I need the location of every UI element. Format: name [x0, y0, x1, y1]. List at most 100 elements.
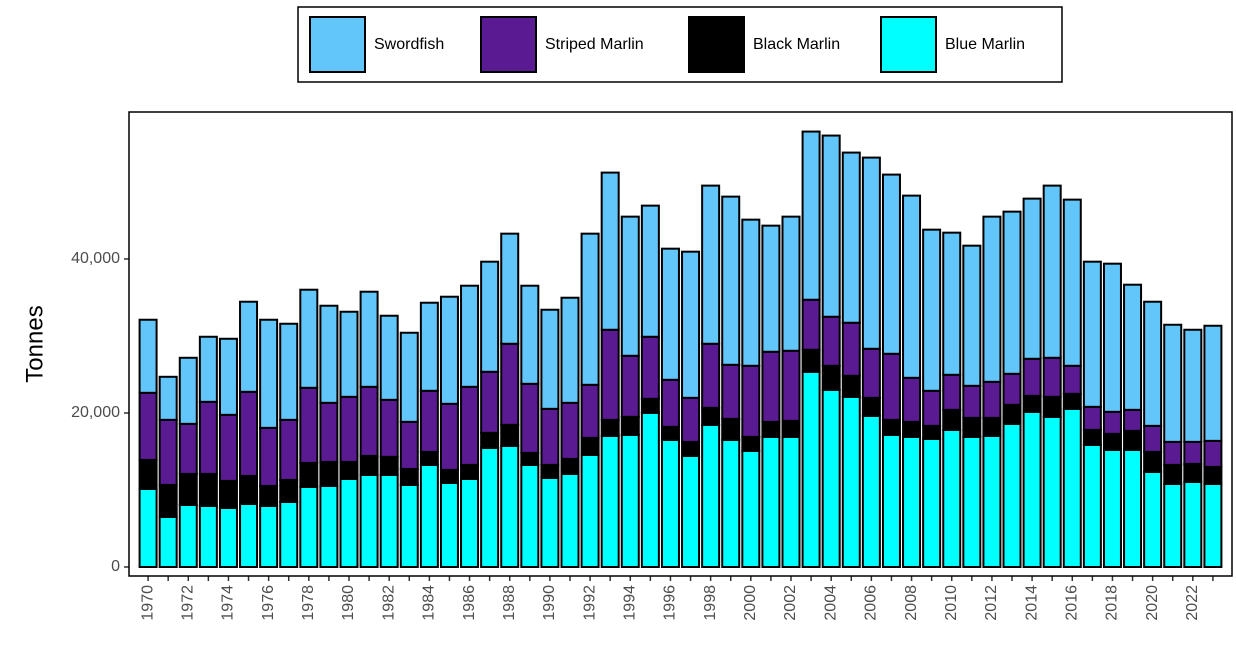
legend-swatch	[688, 16, 745, 73]
bar-segment	[741, 218, 761, 367]
legend-label: Striped Marlin	[545, 36, 644, 53]
x-tick-label: 2002	[782, 585, 799, 621]
legend-label: Black Marlin	[753, 36, 840, 53]
bar-segment	[1022, 197, 1042, 360]
bar-segment	[540, 308, 560, 410]
bar-segment	[500, 232, 520, 345]
bar-segment	[640, 411, 660, 568]
bar-segment	[480, 260, 500, 373]
bar-segment	[841, 395, 861, 568]
bar-segment	[1183, 462, 1203, 483]
bar-segment	[359, 385, 379, 457]
bar-segment	[198, 335, 218, 403]
bar-segment	[640, 335, 660, 400]
bar-segment	[439, 402, 459, 471]
bar-segment	[1203, 324, 1223, 442]
bar-segment	[721, 438, 741, 568]
bar-segment	[1062, 392, 1082, 410]
x-tick-label: 1978	[300, 585, 317, 621]
bar-segment	[419, 450, 439, 466]
x-tick-label: 1992	[581, 585, 598, 621]
bar-segment	[1163, 440, 1183, 466]
bar-segment	[761, 435, 781, 568]
bar-segment	[1183, 440, 1203, 465]
bar-segment	[1002, 210, 1022, 375]
x-tick-label: 2010	[943, 585, 960, 621]
bar-segment	[218, 506, 238, 568]
bar-segment	[620, 354, 640, 418]
bar-segment	[821, 134, 841, 318]
bar-segment	[902, 194, 922, 379]
bar-segment	[500, 423, 520, 447]
bar-segment	[259, 504, 279, 568]
bar-segment	[681, 396, 701, 443]
bar-segment	[660, 247, 680, 381]
bar-segment	[1102, 448, 1122, 568]
bar-segment	[761, 420, 781, 438]
bar-segment	[480, 370, 500, 434]
bar-segment	[239, 474, 259, 505]
bar-segment	[399, 483, 419, 568]
bar-segment	[1102, 410, 1122, 435]
bar-segment	[439, 481, 459, 568]
bar-segment	[319, 401, 339, 463]
bar-segment	[480, 431, 500, 449]
x-tick-label: 1984	[421, 585, 438, 621]
bar-segment	[1203, 482, 1223, 568]
bar-segment	[761, 350, 781, 423]
bar-segment	[681, 440, 701, 457]
bar-segment	[620, 433, 640, 568]
bar-segment	[198, 472, 218, 507]
bar-segment	[942, 373, 962, 411]
bar-segment	[259, 426, 279, 487]
bar-segment	[1123, 408, 1143, 432]
bar-segment	[1163, 323, 1183, 443]
bar-segment	[841, 321, 861, 377]
bar-segment	[861, 414, 881, 568]
bar-segment	[319, 484, 339, 568]
bar-segment	[942, 231, 962, 376]
bar-segment	[379, 455, 399, 476]
bar-segment	[399, 331, 419, 423]
bar-segment	[1203, 439, 1223, 468]
bar-segment	[138, 458, 158, 490]
bar-segment	[1123, 448, 1143, 568]
bar-segment	[801, 370, 821, 568]
bar-segment	[721, 363, 741, 420]
x-tick-label: 1976	[260, 585, 277, 621]
bar-segment	[279, 478, 299, 503]
bar-segment	[1102, 262, 1122, 413]
bar-segment	[580, 453, 600, 568]
bar-segment	[1002, 403, 1022, 425]
bar-segment	[460, 463, 480, 480]
bar-segment	[138, 318, 158, 394]
bar-segment	[299, 288, 319, 389]
bar-segment	[259, 318, 279, 429]
bar-segment	[540, 476, 560, 568]
bar-segment	[721, 417, 741, 441]
bar-segment	[560, 457, 580, 475]
x-tick-label: 1988	[501, 585, 518, 621]
bar-segment	[982, 380, 1002, 419]
bar-segment	[580, 232, 600, 386]
bar-segment	[781, 349, 801, 422]
bar-segment	[339, 395, 359, 463]
bar-segment	[1082, 260, 1102, 408]
bar-segment	[841, 374, 861, 398]
bar-segment	[178, 503, 198, 568]
bar-segment	[1062, 364, 1082, 395]
bar-segment	[681, 454, 701, 568]
bar-segment	[1102, 432, 1122, 451]
bar-segment	[861, 396, 881, 417]
bar-segment	[1082, 405, 1102, 431]
bar-segment	[178, 356, 198, 425]
x-tick-label: 1980	[340, 585, 357, 621]
bar-segment	[138, 487, 158, 568]
x-tick-label: 2008	[903, 585, 920, 621]
bar-segment	[259, 484, 279, 507]
bar-segment	[540, 463, 560, 479]
legend-swatch	[480, 16, 537, 73]
y-axis-label: Tonnes	[21, 305, 48, 382]
bar-segment	[600, 328, 620, 421]
bar-segment	[922, 389, 942, 427]
